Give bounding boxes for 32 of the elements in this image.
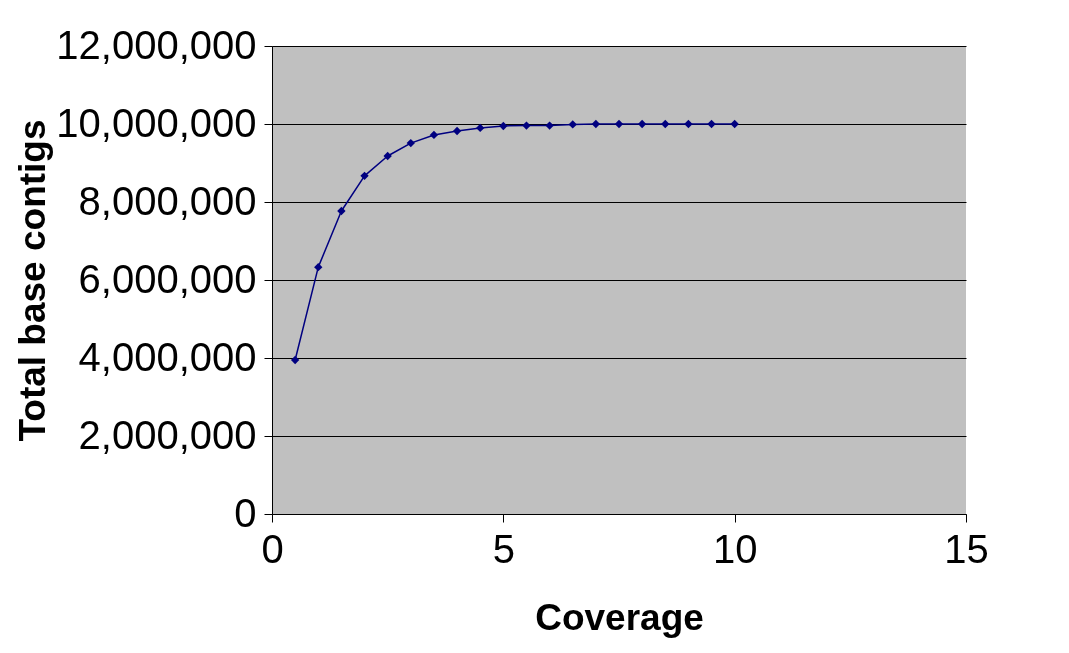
y-tick-label: 2,000,000 bbox=[78, 412, 257, 457]
point bbox=[707, 119, 716, 129]
y-tick-label: 8,000,000 bbox=[78, 178, 257, 223]
point bbox=[730, 119, 739, 129]
point bbox=[614, 119, 624, 129]
point bbox=[568, 120, 577, 129]
y-tick-label: 12,000,000 bbox=[56, 22, 257, 67]
point bbox=[476, 123, 485, 133]
point bbox=[637, 119, 647, 129]
point bbox=[452, 126, 462, 136]
y-tick-label: 4,000,000 bbox=[78, 334, 257, 379]
point bbox=[522, 121, 531, 130]
point bbox=[337, 206, 346, 216]
x-tick-label: 5 bbox=[492, 526, 515, 571]
y-tick-label: 0 bbox=[234, 490, 257, 535]
point bbox=[591, 119, 601, 129]
y-tick-label: 6,000,000 bbox=[78, 256, 257, 301]
y-tick-label: 10,000,000 bbox=[56, 100, 257, 145]
point bbox=[429, 130, 439, 140]
y-axis-title: Total base contigs bbox=[11, 119, 53, 442]
point bbox=[406, 138, 415, 148]
point bbox=[545, 121, 554, 130]
point bbox=[661, 119, 670, 129]
x-tick-label: 10 bbox=[712, 526, 758, 571]
point bbox=[360, 171, 369, 181]
point bbox=[684, 119, 693, 129]
x-axis-title: Coverage bbox=[535, 596, 704, 638]
point bbox=[314, 262, 323, 272]
point bbox=[383, 151, 392, 161]
point bbox=[499, 121, 508, 131]
x-tick-label: 15 bbox=[944, 526, 989, 571]
point bbox=[290, 355, 300, 365]
